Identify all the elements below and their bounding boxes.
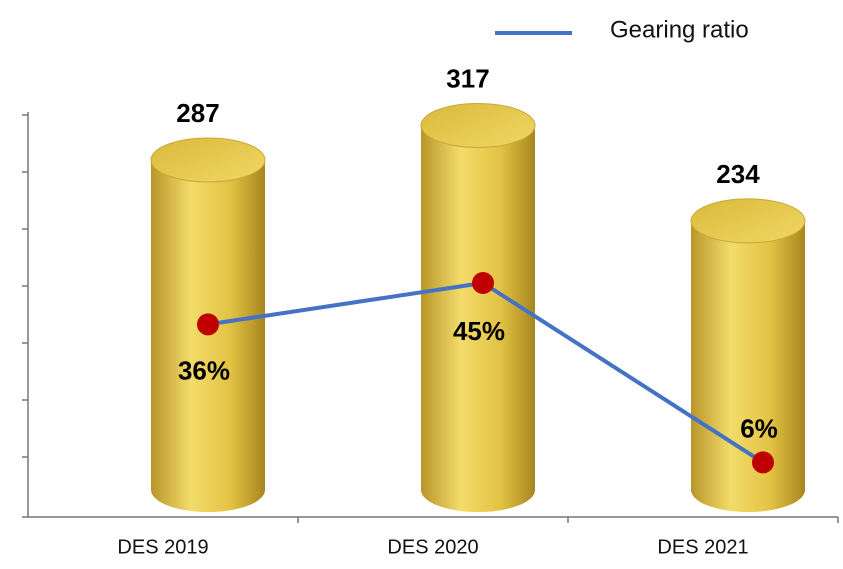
x-tick-label: DES 2021 xyxy=(657,536,748,558)
cylinder-body xyxy=(691,220,805,512)
cylinder-body xyxy=(421,125,535,512)
x-tick-label: DES 2020 xyxy=(387,536,478,558)
legend-label: Gearing ratio xyxy=(610,16,749,43)
axes xyxy=(22,112,839,523)
cylinder-body xyxy=(151,159,265,512)
cylinder-top xyxy=(150,137,266,183)
bar xyxy=(420,102,536,512)
marker xyxy=(752,451,774,474)
value-label: 234 xyxy=(716,159,760,189)
value-label: 287 xyxy=(176,98,219,128)
bar xyxy=(150,137,266,512)
bar xyxy=(690,198,806,512)
marker xyxy=(197,313,219,336)
legend: Gearing ratio xyxy=(495,16,749,43)
x-tick-label: DES 2019 xyxy=(117,536,208,558)
cylinder-top xyxy=(690,198,806,244)
value-label: 317 xyxy=(446,63,489,93)
value-label: 6% xyxy=(740,413,778,443)
value-label: 36% xyxy=(178,355,230,385)
value-label: 45% xyxy=(453,316,505,346)
marker xyxy=(472,272,494,294)
cylinder-top xyxy=(420,102,536,148)
